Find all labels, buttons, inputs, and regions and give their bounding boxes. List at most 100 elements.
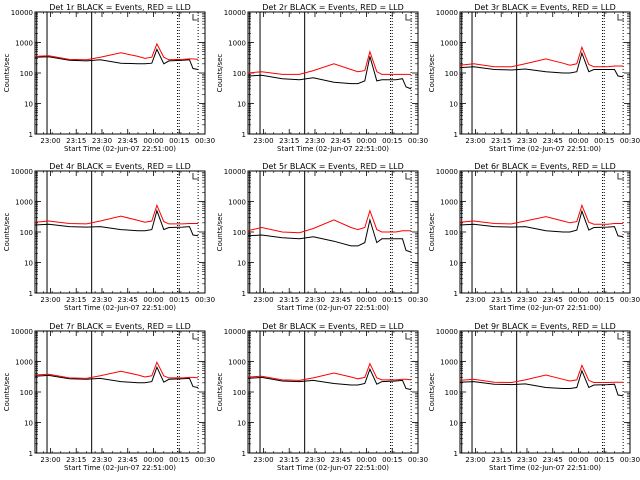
- x-tick-label: 23:00: [40, 456, 60, 464]
- x-tick-label: 00:30: [195, 137, 215, 145]
- y-tick-label: 1000: [440, 359, 458, 367]
- x-tick-label: 00:00: [143, 456, 163, 464]
- series-events-line: [459, 51, 624, 78]
- x-tick-label: 00:30: [408, 456, 428, 464]
- y-tick-label: 1000: [15, 199, 33, 207]
- x-axis-label: Start Time (02-Jun-07 22:51:00): [277, 304, 389, 312]
- x-tick-label: 23:30: [92, 456, 112, 464]
- x-tick-label: 23:15: [66, 137, 86, 145]
- panel-det-7: Det 7r BLACK = Events, RED = LLD 1 10 100 10…: [3, 322, 215, 472]
- y-tick-label: 10: [449, 260, 458, 268]
- y-tick-label: 10000: [11, 9, 33, 17]
- x-tick-label: 00:00: [356, 137, 376, 145]
- y-tick-label: 100: [233, 389, 246, 397]
- y-tick-label: 10: [24, 260, 33, 268]
- y-tick-label: 1: [29, 450, 33, 458]
- panel-title: Det 8r BLACK = Events, RED = LLD: [262, 322, 404, 331]
- x-tick-label: 23:15: [279, 296, 299, 304]
- series-lld-line: [34, 42, 199, 61]
- y-tick-label: 1000: [440, 40, 458, 48]
- x-tick-label: 23:00: [465, 137, 485, 145]
- x-axis-label: Start Time (02-Jun-07 22:51:00): [277, 464, 389, 472]
- y-tick-label: 1000: [440, 199, 458, 207]
- x-tick-label: 23:45: [118, 296, 138, 304]
- corner-step-mark: [192, 333, 199, 340]
- corner-step-mark: [405, 14, 412, 21]
- x-tick-label: 00:00: [356, 456, 376, 464]
- y-tick-label: 1000: [15, 40, 33, 48]
- series-events-line: [34, 209, 199, 237]
- y-tick-label: 1: [242, 131, 246, 139]
- x-tick-label: 23:00: [465, 456, 485, 464]
- x-axis-label: Start Time (02-Jun-07 22:51:00): [489, 464, 601, 472]
- corner-step-mark: [405, 333, 412, 340]
- y-tick-label: 100: [233, 70, 246, 78]
- corner-step-mark: [617, 333, 624, 340]
- panel-det-8: Det 8r BLACK = Events, RED = LLD 1 10 100 10…: [216, 322, 428, 472]
- x-axis-label: Start Time (02-Jun-07 22:51:00): [64, 145, 176, 153]
- y-axis-label: Counts/sec: [216, 373, 224, 412]
- series-events-line: [247, 217, 412, 253]
- y-tick-label: 1: [242, 450, 246, 458]
- y-tick-label: 100: [20, 70, 33, 78]
- panel-det-5: Det 5r BLACK = Events, RED = LLD 1 10 100 10…: [216, 162, 428, 312]
- y-axis-label: Counts/sec: [3, 373, 11, 412]
- x-tick-label: 23:30: [517, 456, 537, 464]
- x-tick-label: 00:30: [408, 296, 428, 304]
- y-tick-label: 100: [20, 389, 33, 397]
- x-tick-label: 23:45: [331, 456, 351, 464]
- corner-step-mark: [192, 14, 199, 21]
- x-tick-label: 00:00: [568, 137, 588, 145]
- x-tick-label: 23:15: [491, 296, 511, 304]
- y-axis-label: Counts/sec: [3, 54, 11, 93]
- x-tick-label: 23:30: [517, 137, 537, 145]
- x-tick-label: 23:15: [491, 456, 511, 464]
- series-events-line: [247, 56, 412, 90]
- y-tick-label: 10000: [11, 168, 33, 176]
- y-tick-label: 1000: [15, 359, 33, 367]
- x-tick-label: 23:15: [279, 137, 299, 145]
- series-lld-line: [459, 45, 624, 68]
- x-tick-label: 00:30: [195, 456, 215, 464]
- panel-title: Det 6r BLACK = Events, RED = LLD: [474, 162, 616, 171]
- x-tick-label: 00:00: [568, 296, 588, 304]
- y-tick-label: 10: [24, 420, 33, 428]
- y-tick-label: 10: [237, 420, 246, 428]
- y-tick-label: 1: [454, 450, 458, 458]
- x-tick-label: 23:15: [66, 456, 86, 464]
- panel-title: Det 3r BLACK = Events, RED = LLD: [474, 3, 616, 12]
- y-tick-label: 1: [454, 290, 458, 298]
- x-axis-label: Start Time (02-Jun-07 22:51:00): [64, 464, 176, 472]
- corner-step-mark: [192, 173, 199, 180]
- panel-det-1: Det 1r BLACK = Events, RED = LLD 1 10 100 10…: [3, 3, 215, 153]
- y-tick-label: 1: [454, 131, 458, 139]
- y-tick-label: 1: [29, 131, 33, 139]
- x-tick-label: 00:00: [356, 296, 376, 304]
- y-tick-label: 10000: [224, 9, 246, 17]
- x-tick-label: 23:15: [66, 296, 86, 304]
- corner-step-mark: [405, 173, 412, 180]
- x-tick-label: 23:00: [40, 296, 60, 304]
- x-axis-label: Start Time (02-Jun-07 22:51:00): [277, 145, 389, 153]
- y-tick-label: 100: [445, 229, 458, 237]
- series-lld-line: [459, 203, 624, 225]
- x-tick-label: 23:30: [92, 296, 112, 304]
- series-events-line: [34, 48, 199, 70]
- panel-det-2: Det 2r BLACK = Events, RED = LLD 1 10 100 10…: [216, 3, 428, 153]
- x-tick-label: 00:30: [195, 296, 215, 304]
- y-tick-label: 100: [445, 389, 458, 397]
- panel-title: Det 7r BLACK = Events, RED = LLD: [49, 322, 191, 331]
- y-tick-label: 1: [242, 290, 246, 298]
- x-tick-label: 23:00: [253, 137, 273, 145]
- x-tick-label: 23:00: [40, 137, 60, 145]
- series-lld-line: [247, 49, 412, 75]
- y-tick-label: 10: [237, 101, 246, 109]
- panel-title: Det 5r BLACK = Events, RED = LLD: [262, 162, 404, 171]
- y-tick-label: 1000: [228, 359, 246, 367]
- y-tick-label: 10000: [436, 9, 458, 17]
- x-tick-label: 00:15: [169, 137, 189, 145]
- x-tick-label: 23:30: [517, 296, 537, 304]
- y-tick-label: 10000: [224, 168, 246, 176]
- x-tick-label: 00:30: [620, 296, 640, 304]
